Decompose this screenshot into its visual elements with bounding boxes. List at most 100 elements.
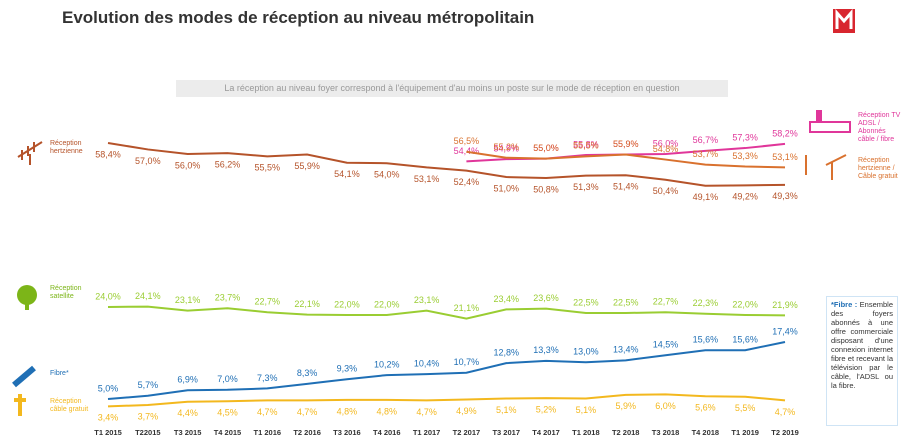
- data-label: 3,7%: [138, 411, 159, 421]
- icon-antenna-plug: [805, 154, 847, 180]
- data-label: 54,8%: [653, 144, 679, 154]
- data-label: 54,1%: [334, 169, 360, 179]
- x-tick-label: T3 2017: [492, 428, 520, 437]
- data-label: 5,9%: [615, 401, 636, 411]
- data-label: 21,9%: [772, 300, 798, 310]
- data-label: 5,0%: [98, 383, 119, 393]
- series-label: Réception câble gratuit: [50, 398, 89, 413]
- footnote-text: Ensemble des foyers abonnés à une offre …: [831, 300, 893, 390]
- data-label: 22,0%: [374, 299, 400, 309]
- icon-dish: [17, 285, 37, 310]
- data-label: 10,2%: [374, 359, 400, 369]
- x-tick-label: T2 2018: [612, 428, 640, 437]
- data-label: 10,4%: [414, 359, 440, 369]
- data-label: 9,3%: [337, 364, 358, 374]
- data-label: 56,5%: [454, 136, 480, 146]
- data-label: 8,3%: [297, 368, 318, 378]
- data-label: 5,1%: [496, 405, 517, 415]
- data-label: 23,4%: [493, 294, 519, 304]
- series-line: [107, 393, 786, 408]
- data-label: 24,0%: [95, 291, 121, 301]
- data-label: 4,7%: [257, 407, 278, 417]
- data-label: 55,5%: [573, 141, 599, 151]
- data-label: 22,1%: [294, 299, 320, 309]
- data-label: 55,8%: [573, 139, 599, 149]
- footnote-title: *Fibre :: [831, 300, 858, 309]
- data-label: 5,5%: [735, 403, 756, 413]
- data-label: 5,1%: [576, 405, 597, 415]
- data-label: 54,9%: [493, 143, 519, 153]
- data-label: 4,5%: [217, 408, 238, 418]
- x-tick-label: T2 2017: [453, 428, 481, 437]
- series-label: Fibre*: [50, 370, 69, 377]
- data-label: 4,7%: [297, 407, 318, 417]
- data-label: 50,8%: [533, 184, 559, 194]
- data-label: 57,3%: [732, 132, 758, 142]
- data-label: 56,7%: [693, 135, 719, 145]
- series-label: Réception TV ADSL / Abonnés câble / fibr…: [858, 112, 901, 143]
- data-label: 22,7%: [255, 297, 281, 307]
- data-label: 15,6%: [693, 335, 719, 345]
- series-line: [107, 305, 786, 320]
- data-label: 53,1%: [414, 174, 440, 184]
- data-label: 51,4%: [613, 182, 639, 192]
- data-label: 53,3%: [732, 151, 758, 161]
- data-label: 57,0%: [135, 156, 161, 166]
- data-label: 56,0%: [653, 138, 679, 148]
- data-label: 4,7%: [775, 407, 796, 417]
- data-label: 10,7%: [454, 357, 480, 367]
- data-label: 14,5%: [653, 340, 679, 350]
- data-label: 3,4%: [98, 413, 119, 423]
- x-tick-label: T1 2019: [731, 428, 759, 437]
- icon-plug: [14, 394, 26, 416]
- x-tick-label: T22015: [135, 428, 160, 437]
- data-label: 51,3%: [573, 182, 599, 192]
- x-tick-label: T1 2016: [254, 428, 282, 437]
- data-label: 15,6%: [732, 335, 758, 345]
- data-label: 23,6%: [533, 293, 559, 303]
- data-label: 55,0%: [533, 143, 559, 153]
- data-label: 7,0%: [217, 374, 238, 384]
- data-label: 56,2%: [215, 159, 241, 169]
- data-label: 49,1%: [693, 192, 719, 202]
- series-line: [107, 142, 786, 187]
- footnote: *Fibre : Ensemble des foyers abonnés à u…: [826, 296, 898, 426]
- data-label: 22,5%: [613, 297, 639, 307]
- data-label: 4,9%: [456, 406, 477, 416]
- series-line: [466, 150, 786, 169]
- x-tick-label: T3 2016: [333, 428, 361, 437]
- data-label: 13,0%: [573, 347, 599, 357]
- x-tick-label: T1 2015: [94, 428, 122, 437]
- subtitle: La réception au niveau foyer correspond …: [176, 80, 728, 97]
- data-label: 54,4%: [454, 146, 480, 156]
- data-label: 23,1%: [414, 295, 440, 305]
- x-tick-label: T3 2015: [174, 428, 202, 437]
- data-label: 52,4%: [454, 177, 480, 187]
- data-label: 22,0%: [732, 299, 758, 309]
- data-label: 55,2%: [493, 142, 519, 152]
- data-label: 6,0%: [655, 401, 676, 411]
- x-tick-label: T3 2018: [652, 428, 680, 437]
- logo: [833, 9, 855, 33]
- icon-box: [809, 110, 851, 133]
- series-label: Réception hertzienne: [50, 140, 83, 155]
- data-label: 22,3%: [693, 298, 719, 308]
- data-label: 55,9%: [294, 161, 320, 171]
- data-label: 6,9%: [177, 375, 198, 385]
- chart-title: Evolution des modes de réception au nive…: [62, 8, 535, 27]
- x-tick-label: T4 2015: [214, 428, 242, 437]
- data-label: 55,9%: [613, 139, 639, 149]
- data-label: 4,7%: [416, 407, 437, 417]
- x-tick-label: T2 2019: [771, 428, 799, 437]
- x-tick-label: T1 2018: [572, 428, 600, 437]
- data-label: 50,4%: [653, 186, 679, 196]
- data-label: 5,6%: [695, 403, 716, 413]
- data-label: 53,7%: [693, 149, 719, 159]
- data-label: 54,0%: [374, 170, 400, 180]
- data-label: 49,2%: [732, 192, 758, 202]
- data-label: 55,9%: [613, 139, 639, 149]
- data-label: 4,4%: [177, 408, 198, 418]
- data-label: 7,3%: [257, 373, 278, 383]
